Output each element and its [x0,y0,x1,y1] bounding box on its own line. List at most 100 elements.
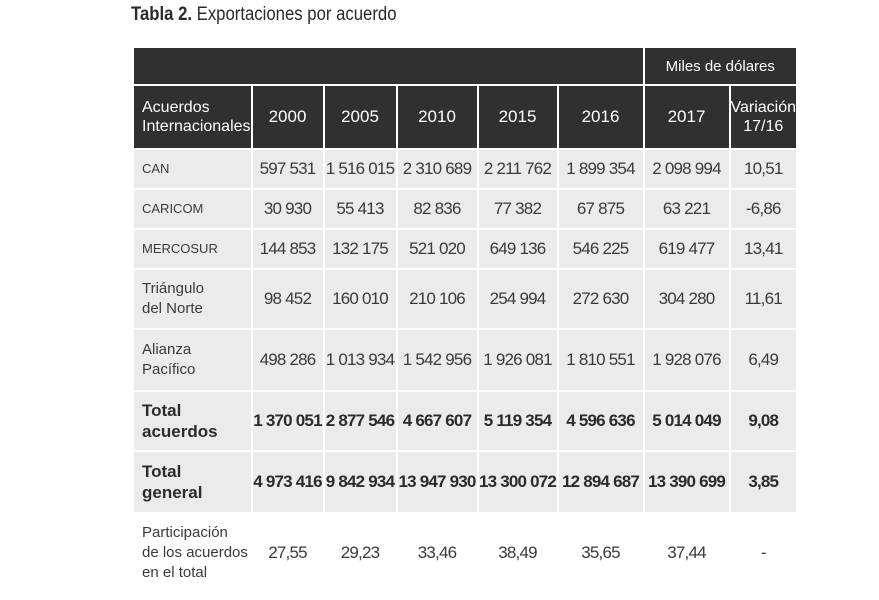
row-label: Total general [134,451,253,514]
cell-value: 12 894 687 [557,451,645,514]
header-agreements-line2: Internacionales [142,118,251,135]
row-label-line2: acuerdos [142,422,218,441]
cell-value: 1 516 015 [323,149,398,190]
row-label: MERCOSUR [134,229,253,270]
cell-value: 160 010 [323,269,398,330]
cell-value: 2 877 546 [323,391,398,452]
cell-value: 82 836 [396,189,479,230]
header-variation-line1: Variación [730,99,797,116]
cell-value: 27,55 [251,513,325,594]
cell-value: 2 310 689 [396,149,479,190]
row-label-line1: Participación [142,524,228,541]
header-agreements: Acuerdos Internacionales [134,85,253,150]
cell-value: 1 926 081 [477,329,559,392]
row-label-line1: Total [142,462,182,481]
row-label: Participación de los acuerdos en el tota… [134,513,253,594]
table-row-share: Participación de los acuerdos en el tota… [134,513,797,594]
cell-value: 29,23 [323,513,398,594]
cell-value: 13 947 930 [396,451,479,514]
row-label-line2: Pacífico [142,361,196,378]
cell-value: 38,49 [477,513,559,594]
row-label: CARICOM [134,189,253,230]
header-year: 2005 [323,85,398,150]
cell-variation: 10,51 [729,149,797,190]
header-year: 2015 [477,85,559,150]
cell-value: 1 013 934 [323,329,398,392]
cell-value: 5 119 354 [477,391,559,452]
row-label-line3: en el total [142,564,208,581]
cell-value: 254 994 [477,269,559,330]
caption-label: Tabla 2. [131,4,193,25]
cell-variation: 3,85 [729,451,797,514]
cell-value: 4 973 416 [251,451,325,514]
cell-value: 546 225 [557,229,645,270]
cell-value: 37,44 [643,513,731,594]
cell-variation: 13,41 [729,229,797,270]
row-label-line2: general [142,483,203,502]
table-row: CARICOM 30 930 55 413 82 836 77 382 67 8… [134,189,797,230]
cell-value: 9 842 934 [323,451,398,514]
cell-value: 67 875 [557,189,645,230]
cell-value: 30 930 [251,189,325,230]
cell-value: 619 477 [643,229,731,270]
band-blank [134,48,645,86]
row-label-line2: del Norte [142,300,203,317]
cell-value: 304 280 [643,269,731,330]
row-label: Triángulo del Norte [134,269,253,330]
table-caption: Tabla 2. Exportaciones por acuerdo [131,4,397,26]
cell-value: 144 853 [251,229,325,270]
header-variation-line2: 17/16 [743,118,784,135]
cell-value: 1 542 956 [396,329,479,392]
row-label: CAN [134,149,253,190]
cell-value: 4 667 607 [396,391,479,452]
cell-value: 98 452 [251,269,325,330]
header-year: 2010 [396,85,479,150]
cell-value: 63 221 [643,189,731,230]
cell-value: 13 300 072 [477,451,559,514]
cell-variation: - [729,513,797,594]
cell-value: 272 630 [557,269,645,330]
table-row: MERCOSUR 144 853 132 175 521 020 649 136… [134,229,797,270]
cell-value: 1 810 551 [557,329,645,392]
table-row: Triángulo del Norte 98 452 160 010 210 1… [134,269,797,330]
cell-value: 597 531 [251,149,325,190]
cell-value: 2 211 762 [477,149,559,190]
cell-value: 35,65 [557,513,645,594]
header-year: 2016 [557,85,645,150]
cell-variation: 6,49 [729,329,797,392]
cell-value: 132 175 [323,229,398,270]
cell-value: 33,46 [396,513,479,594]
cell-value: 4 596 636 [557,391,645,452]
row-label: Total acuerdos [134,391,253,452]
table-row: CAN 597 531 1 516 015 2 310 689 2 211 76… [134,149,797,190]
cell-variation: -6,86 [729,189,797,230]
table-row-total-agreements: Total acuerdos 1 370 051 2 877 546 4 667… [134,391,797,452]
row-label-line1: Alianza [142,341,192,358]
cell-variation: 9,08 [729,391,797,452]
units-band: Miles de dólares [134,48,797,86]
cell-value: 1 899 354 [557,149,645,190]
cell-value: 210 106 [396,269,479,330]
header-year: 2017 [643,85,731,150]
header-year: 2000 [251,85,325,150]
cell-value: 13 390 699 [643,451,731,514]
cell-value: 498 286 [251,329,325,392]
header-agreements-line1: Acuerdos [142,99,210,116]
cell-value: 55 413 [323,189,398,230]
units-label: Miles de dólares [643,48,797,86]
row-label: Alianza Pacífico [134,329,253,392]
cell-value: 1 370 051 [251,391,325,452]
cell-value: 521 020 [396,229,479,270]
cell-value: 649 136 [477,229,559,270]
cell-value: 5 014 049 [643,391,731,452]
exports-table: Miles de dólares Acuerdos Internacionale… [134,48,797,594]
cell-value: 2 098 994 [643,149,731,190]
header-row: Acuerdos Internacionales 2000 2005 2010 … [134,85,797,150]
row-label-line2: de los acuerdos [142,544,248,561]
cell-variation: 11,61 [729,269,797,330]
row-label-line1: Total [142,401,182,420]
table-row: Alianza Pacífico 498 286 1 013 934 1 542… [134,329,797,392]
table-row-total-general: Total general 4 973 416 9 842 934 13 947… [134,451,797,514]
cell-value: 1 928 076 [643,329,731,392]
cell-value: 77 382 [477,189,559,230]
